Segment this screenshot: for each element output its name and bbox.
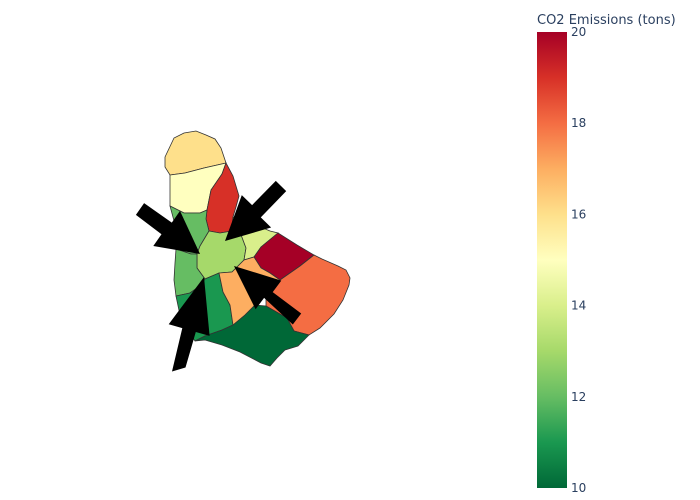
colorbar-tick-label: 18 — [571, 116, 586, 130]
region-south[interactable] — [194, 304, 310, 367]
arrow-annotation — [168, 277, 210, 372]
colorbar-tick-label: 16 — [571, 207, 586, 221]
arrow-annotation — [234, 266, 302, 325]
colorbar-tick-label: 12 — [571, 390, 586, 404]
annotation-arrows — [135, 180, 302, 372]
colorbar-title: CO2 Emissions (tons) — [537, 13, 676, 28]
colorbar-ticks: 10 12 14 16 18 20 — [571, 25, 586, 495]
arrow-annotation — [135, 203, 200, 254]
colorbar-tick-label: 14 — [571, 299, 586, 313]
arrow-annotation — [225, 180, 287, 241]
colorbar-tick-label: 20 — [571, 25, 586, 39]
colorbar-gradient — [537, 32, 567, 488]
colorbar: CO2 Emissions (tons) 10 12 14 16 18 20 — [537, 13, 676, 495]
colorbar-tick-label: 10 — [571, 481, 586, 495]
